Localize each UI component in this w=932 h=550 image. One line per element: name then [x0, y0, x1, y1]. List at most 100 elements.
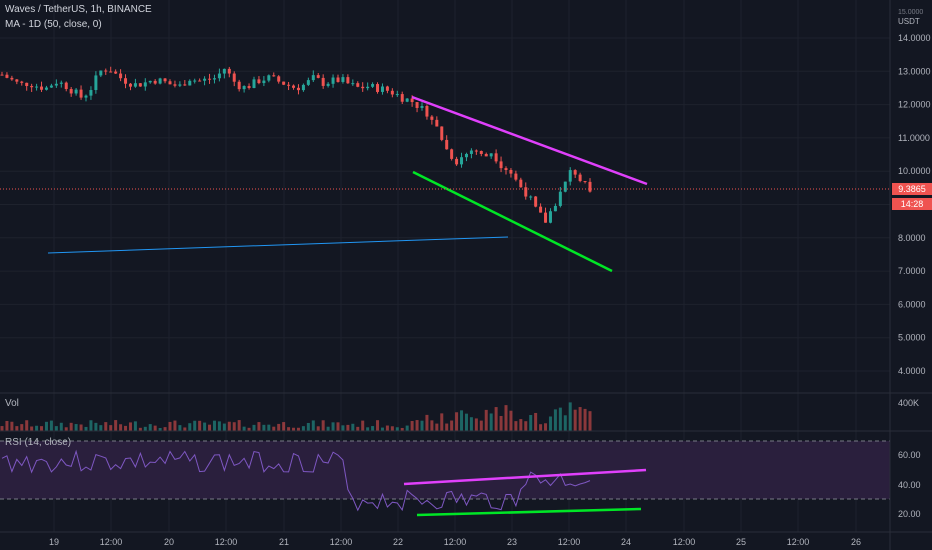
volume-bar: [5, 420, 9, 431]
candle-body: [143, 82, 147, 87]
price-axis-label: 11.0000: [898, 133, 930, 143]
candle-body: [445, 139, 449, 150]
volume-bar: [539, 424, 543, 431]
rsi-line: [1, 449, 591, 512]
volume-bar: [499, 415, 503, 431]
volume-bar: [227, 421, 231, 431]
candle-body: [69, 89, 73, 94]
volume-bar: [578, 407, 582, 431]
candle-body: [198, 80, 202, 82]
candle-body: [356, 83, 360, 87]
candle-body: [504, 168, 508, 170]
time-axis-label: 12:00: [787, 537, 810, 547]
volume-bar: [514, 421, 518, 431]
time-axis-label: 12:00: [330, 537, 353, 547]
candle-body: [573, 170, 577, 175]
candle-body: [287, 84, 291, 86]
rsi-label: RSI (14, close): [5, 437, 72, 448]
last-price-badge: 9.3865: [892, 183, 932, 195]
volume-bar: [336, 422, 340, 431]
candle-body: [499, 161, 503, 169]
volume-bar: [217, 421, 221, 431]
volume-bar: [178, 425, 182, 431]
volume-bar: [74, 424, 78, 431]
volume-bar: [464, 413, 468, 431]
candle-body: [84, 95, 88, 98]
candle-body: [64, 82, 68, 90]
volume-bar: [54, 426, 58, 431]
candle-body: [430, 116, 434, 120]
candle-body: [395, 94, 399, 96]
time-axis-label: 26: [851, 537, 861, 547]
time-axis-label: 12:00: [444, 537, 467, 547]
volume-bar: [400, 427, 404, 431]
rsi-pane: [0, 440, 890, 517]
rsi-axis-label-40: 40.00: [898, 480, 921, 490]
volume-bar: [450, 420, 454, 431]
candle-body: [519, 179, 523, 188]
candle-body: [460, 157, 464, 165]
candle-body: [450, 149, 454, 159]
candle-body: [25, 82, 29, 87]
volume-bar: [15, 426, 19, 431]
candle-body: [257, 79, 261, 84]
volume-bar: [94, 422, 98, 431]
candle-body: [351, 83, 355, 85]
volume-bar: [504, 405, 508, 431]
time-axis-label: 25: [736, 537, 746, 547]
currency-label: USDT: [898, 17, 920, 26]
volume-bar: [301, 426, 305, 431]
volume-bar: [356, 426, 360, 431]
volume-bar: [588, 411, 592, 431]
candle-body: [44, 87, 48, 90]
volume-bar: [203, 422, 207, 431]
candle-body: [524, 187, 528, 197]
candle-body: [10, 77, 14, 80]
volume-bar: [469, 417, 473, 431]
candle-body: [267, 75, 271, 81]
candle-body: [435, 119, 439, 127]
candle-body: [544, 212, 548, 223]
candle-body: [563, 181, 567, 192]
candle-body: [40, 86, 44, 90]
volume-bar: [69, 422, 73, 431]
volume-bar: [425, 414, 429, 431]
candle-body: [272, 75, 276, 77]
candle-body: [5, 74, 9, 78]
volume-bar: [138, 427, 142, 431]
price-axis-label: 4.0000: [898, 366, 926, 376]
candle-body: [539, 206, 543, 213]
candle-body: [316, 75, 320, 78]
volume-bar: [193, 420, 197, 431]
volume-bar: [484, 409, 488, 431]
price-axis-label: 5.0000: [898, 333, 926, 343]
volume-bar: [509, 410, 513, 431]
volume-bar: [524, 421, 528, 431]
volume-bar: [109, 425, 113, 431]
time-axis-label: 12:00: [215, 537, 238, 547]
volume-bar: [163, 427, 167, 431]
volume-bar: [346, 424, 350, 431]
candle-body: [163, 78, 167, 82]
volume-bar: [208, 424, 212, 431]
candle-body: [548, 211, 552, 223]
candle-body: [366, 86, 370, 89]
candle-body: [158, 78, 162, 84]
candle-body: [479, 150, 483, 154]
candle-body: [455, 158, 459, 165]
candle-body: [415, 102, 419, 108]
candle-body: [558, 191, 562, 206]
rsi-axis-label-20: 20.00: [898, 509, 921, 519]
ma-legend[interactable]: MA - 1D (50, close, 0): [5, 19, 102, 30]
volume-bar: [232, 422, 236, 431]
volume-bar: [272, 426, 276, 431]
volume-bar: [341, 425, 345, 431]
rsi-band: [0, 441, 890, 499]
volume-bar: [573, 409, 577, 431]
candle-body: [15, 79, 19, 82]
volume-bar: [331, 422, 335, 431]
symbol-legend[interactable]: Waves / TetherUS, 1h, BINANCE: [5, 4, 152, 15]
volume-bar: [415, 420, 419, 431]
candle-body: [119, 73, 123, 79]
